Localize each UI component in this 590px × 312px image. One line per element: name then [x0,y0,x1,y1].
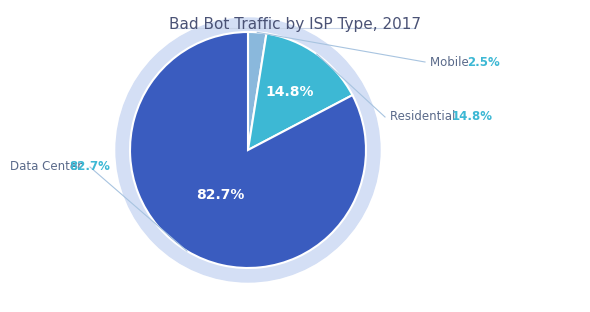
Text: 14.8%: 14.8% [452,110,493,124]
Circle shape [116,18,380,282]
Wedge shape [248,33,352,150]
Wedge shape [130,32,366,268]
Text: 14.8%: 14.8% [265,85,313,100]
Text: 82.7%: 82.7% [69,160,110,173]
Text: 82.7%: 82.7% [196,188,245,202]
Text: 2.5%: 2.5% [467,56,500,69]
Text: Residential: Residential [390,110,459,124]
Text: Data Center: Data Center [10,160,86,173]
Text: Bad Bot Traffic by ISP Type, 2017: Bad Bot Traffic by ISP Type, 2017 [169,17,421,32]
Wedge shape [248,32,267,150]
Text: Mobile: Mobile [430,56,473,69]
